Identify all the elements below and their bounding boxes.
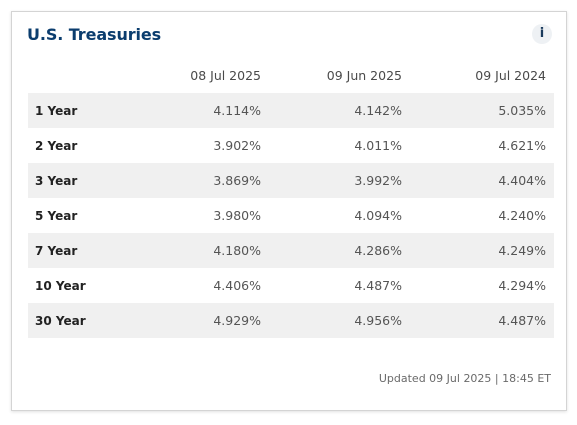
- column-header-date: 09 Jul 2024: [475, 68, 546, 83]
- tenor-label: 5 Year: [35, 208, 78, 223]
- column-header-tenor: [28, 58, 140, 93]
- yield-value: 4.142%: [269, 93, 410, 128]
- yield-value: 4.180%: [140, 233, 269, 268]
- column-header-date: 08 Jul 2025: [190, 68, 261, 83]
- yield-value: 4.404%: [410, 163, 554, 198]
- header-row: 08 Jul 2025 09 Jun 2025 09 Jul 2024: [28, 58, 554, 93]
- yield-value: 3.980%: [213, 208, 261, 223]
- table-row: 1 Year 4.114% 4.142% 5.035%: [28, 93, 554, 128]
- yield-value: 4.249%: [410, 233, 554, 268]
- table-row: 7 Year 4.180% 4.286% 4.249%: [28, 233, 554, 268]
- tenor-label: 7 Year: [28, 233, 140, 268]
- treasuries-widget: U.S. Treasuries i 08 Jul 2025 09 Jun 202…: [11, 11, 567, 411]
- yield-value: 3.992%: [269, 163, 410, 198]
- yield-value: 4.114%: [140, 93, 269, 128]
- tenor-label: 30 Year: [28, 303, 140, 338]
- yield-value: 4.956%: [269, 303, 410, 338]
- treasuries-table: 08 Jul 2025 09 Jun 2025 09 Jul 2024 1 Ye…: [28, 58, 554, 338]
- widget-title: U.S. Treasuries: [27, 25, 162, 44]
- yield-value: 4.621%: [498, 138, 546, 153]
- table-row: 30 Year 4.929% 4.956% 4.487%: [28, 303, 554, 338]
- yield-value: 4.487%: [354, 278, 402, 293]
- yield-value: 4.094%: [354, 208, 402, 223]
- tenor-label: 10 Year: [35, 278, 86, 293]
- table-row: 2 Year 3.902% 4.011% 4.621%: [28, 128, 554, 163]
- yield-value: 4.011%: [354, 138, 402, 153]
- column-header-date: 09 Jun 2025: [326, 68, 402, 83]
- yield-value: 3.902%: [213, 138, 261, 153]
- yield-value: 5.035%: [410, 93, 554, 128]
- info-icon[interactable]: i: [532, 24, 552, 44]
- yield-value: 3.869%: [140, 163, 269, 198]
- table-row: 3 Year 3.869% 3.992% 4.404%: [28, 163, 554, 198]
- yield-value: 4.487%: [410, 303, 554, 338]
- yield-value: 4.929%: [140, 303, 269, 338]
- table-row: 5 Year 3.980% 4.094% 4.240%: [28, 198, 554, 233]
- yield-value: 4.240%: [498, 208, 546, 223]
- yield-value: 4.294%: [498, 278, 546, 293]
- tenor-label: 2 Year: [35, 138, 78, 153]
- table-row: 10 Year 4.406% 4.487% 4.294%: [28, 268, 554, 303]
- tenor-label: 3 Year: [28, 163, 140, 198]
- yield-value: 4.406%: [213, 278, 261, 293]
- yield-value: 4.286%: [269, 233, 410, 268]
- updated-timestamp: Updated 09 Jul 2025 | 18:45 ET: [378, 372, 551, 385]
- tenor-label: 1 Year: [28, 93, 140, 128]
